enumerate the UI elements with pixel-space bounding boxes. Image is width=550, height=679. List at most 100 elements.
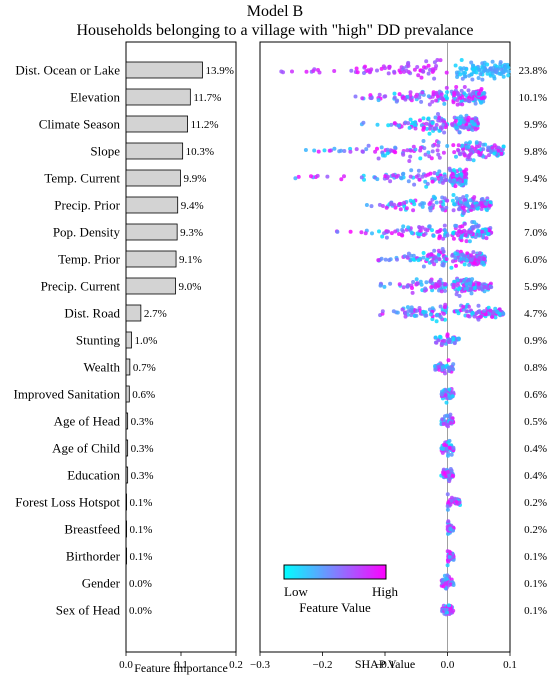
shap-point [442, 228, 447, 233]
shap-point [442, 130, 447, 135]
shap-point [473, 127, 478, 132]
importance-bar [125, 304, 142, 322]
shap-point [434, 200, 439, 205]
shap-point [479, 314, 484, 319]
shap-point [387, 258, 392, 263]
shap-point [472, 314, 477, 319]
colorbar: Low High Feature Value [283, 564, 399, 615]
shap-point [413, 120, 418, 125]
shap-point [399, 232, 404, 237]
shap-share-label: 0.8% [524, 362, 547, 374]
shap-point [437, 367, 442, 372]
shap-point [437, 155, 442, 160]
shap-point [440, 417, 445, 422]
shap-point [441, 584, 446, 589]
shap-point [464, 122, 469, 127]
shap-point [450, 123, 455, 128]
shap-point [422, 65, 426, 70]
shap-point [438, 335, 443, 340]
feature-label: Stunting [76, 333, 121, 348]
shap-point [421, 233, 426, 237]
shap-point [453, 184, 458, 189]
shap-point [311, 69, 316, 73]
shap-point [401, 285, 406, 290]
shap-point [385, 174, 390, 179]
shap-point [369, 95, 374, 100]
shap-point [434, 259, 439, 264]
shap-point [481, 142, 486, 147]
shap-point [468, 140, 472, 145]
shap-point [444, 423, 449, 428]
shap-point [360, 96, 365, 101]
shap-point [438, 304, 443, 309]
shap-point [476, 281, 481, 286]
shap-point [425, 257, 430, 262]
shap-point [468, 198, 473, 203]
shap-point [403, 314, 408, 319]
shap-point [362, 71, 366, 75]
shap-point [398, 175, 403, 180]
shap-point [426, 63, 431, 68]
shap-point [409, 309, 414, 314]
right-x-tick-label: −0.2 [313, 659, 333, 671]
shap-point [406, 225, 411, 230]
shap-point [348, 146, 353, 151]
shap-point [400, 307, 405, 312]
shap-point [465, 258, 469, 263]
shap-point [375, 177, 380, 182]
shap-point [433, 115, 438, 120]
feature-label: Wealth [84, 360, 121, 375]
shap-point [417, 226, 422, 230]
shap-point [417, 95, 422, 100]
shap-point [421, 116, 426, 121]
shap-point [443, 393, 448, 398]
shap-point [421, 251, 426, 255]
shap-point [445, 563, 450, 568]
shap-point [445, 549, 450, 554]
shap-point [503, 68, 508, 73]
shap-point [487, 203, 492, 208]
shap-point [412, 202, 417, 207]
shap-point [447, 445, 452, 450]
shap-point [393, 229, 398, 234]
shap-point [440, 96, 445, 100]
shap-point [444, 123, 449, 128]
importance-bar [125, 250, 177, 268]
shap-point [434, 340, 439, 345]
shap-point [450, 253, 455, 258]
shap-point [388, 179, 393, 184]
shap-point [476, 317, 481, 322]
shap-point [432, 248, 437, 253]
left-x-tick-label: 0.1 [174, 659, 188, 671]
feature-label: Improved Sanitation [13, 387, 120, 402]
shap-point [450, 171, 455, 176]
shap-point [445, 573, 450, 578]
shap-point [453, 223, 458, 228]
shap-point [427, 206, 432, 210]
shap-point [452, 279, 457, 284]
shap-point [477, 232, 482, 237]
shap-point [454, 154, 458, 159]
shap-point [424, 280, 429, 285]
shap-point [478, 251, 482, 256]
shap-point [432, 76, 437, 81]
shap-point [401, 224, 406, 229]
shap-point [467, 92, 472, 97]
left-x-tick-label: 0.2 [229, 659, 243, 671]
shap-point [417, 232, 421, 237]
shap-point [442, 174, 447, 179]
shap-point [463, 233, 468, 238]
shap-point [421, 69, 426, 74]
shap-point [406, 309, 411, 314]
shap-point [471, 250, 476, 255]
shap-point [355, 70, 360, 75]
shap-point [430, 288, 435, 293]
importance-bar [125, 88, 191, 106]
shap-point [431, 203, 436, 208]
shap-point [409, 168, 414, 173]
importance-bar [125, 331, 132, 349]
shap-point [426, 71, 431, 76]
shap-share-label: 0.9% [524, 335, 547, 347]
shap-point [453, 118, 458, 123]
shap-point [439, 392, 444, 397]
